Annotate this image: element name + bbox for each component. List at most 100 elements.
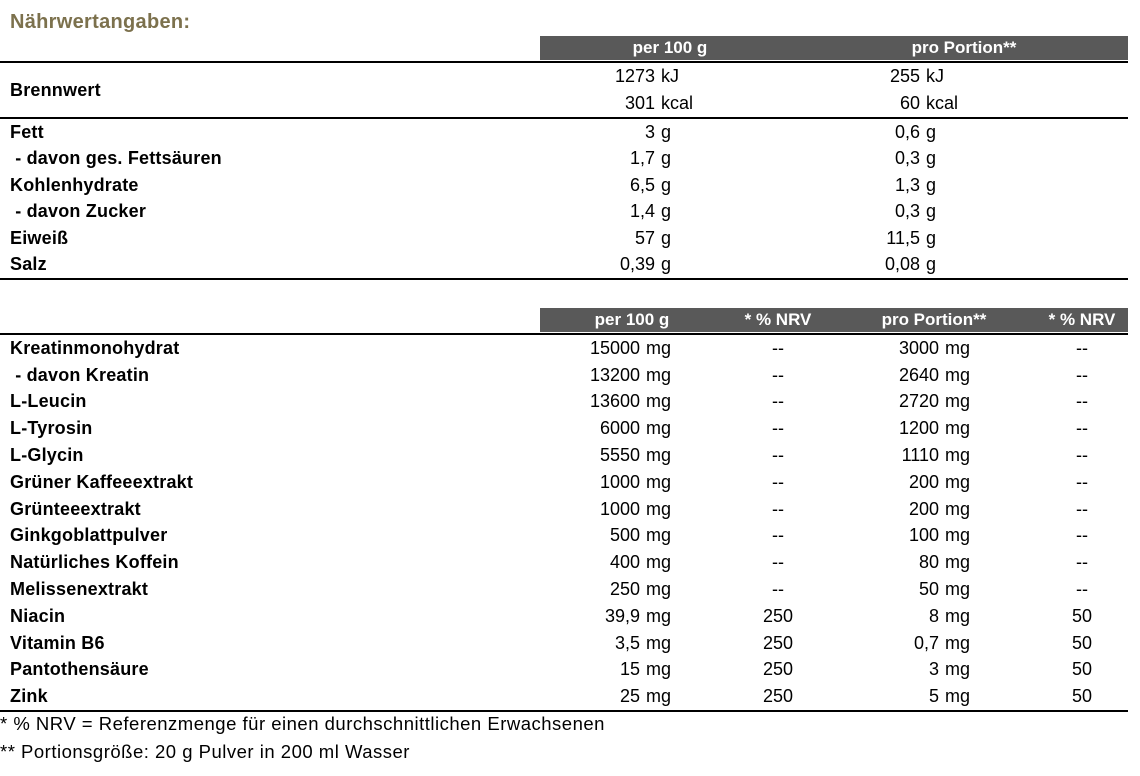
value-nrv-per-portion: -- [1076, 364, 1088, 385]
row-label: Fett [10, 121, 44, 142]
value-per-portion: 1200 mg [832, 418, 1036, 439]
value-nrv-per-100g: -- [772, 579, 784, 600]
value-unit: g [661, 254, 672, 275]
value-nrv-per-100g: -- [772, 418, 784, 439]
value-per-100g: 0,39 g [540, 254, 800, 275]
value-nrv-per-portion: -- [1076, 391, 1088, 412]
row-label: L-Tyrosin [10, 418, 93, 439]
value-nrv-per-100g: 250 [762, 686, 794, 707]
value-number: 1200 [898, 418, 939, 439]
row-label: Eiweiß [10, 227, 69, 248]
value-number: 400 [609, 552, 640, 573]
value-nrv-per-portion: 50 [1071, 686, 1093, 707]
value-per-100g: 6,5 g [540, 175, 800, 196]
value-number: 255 [889, 66, 920, 86]
value-unit: g [926, 148, 937, 169]
value-unit: mg [945, 605, 971, 626]
value-number: 0,3 [894, 201, 920, 222]
value-number: 13200 [589, 364, 640, 385]
value-number: 15000 [589, 337, 640, 358]
row-label: Grüner Kaffeeextrakt [10, 471, 194, 492]
value-number: 1,7 [629, 148, 655, 169]
table-row: Ginkgoblattpulver 500 mg -- 100 mg -- [0, 523, 1128, 550]
value-per-100g: 13200 mg [540, 365, 724, 386]
value-unit: mg [945, 364, 971, 385]
value-per-100g: 39,9 mg [540, 606, 724, 627]
value-per-portion: 255 kJ [800, 66, 1128, 87]
table-header-row: per 100 g * % NRV pro Portion** * % NRV [0, 308, 1128, 332]
row-label: - davon ges. Fettsäuren [10, 148, 222, 169]
value-unit: mg [646, 471, 672, 492]
value-unit: mg [945, 445, 971, 466]
value-number: 250 [609, 579, 640, 600]
value-per-portion: 80 mg [832, 552, 1036, 573]
value-number: 5550 [599, 445, 640, 466]
value-number: 8 [928, 605, 939, 626]
table-row: Eiweiß 57 g 11,5 g [0, 225, 1128, 252]
value-per-portion: 0,3 g [800, 201, 1128, 222]
value-nrv-per-100g: 250 [762, 605, 794, 626]
value-unit: mg [945, 686, 971, 707]
row-label: Vitamin B6 [10, 632, 105, 653]
value-per-100g: 25 mg [540, 686, 724, 707]
value-number: 1000 [599, 498, 640, 519]
value-per-100g: 13600 mg [540, 391, 724, 412]
value-per-portion: 100 mg [832, 525, 1036, 546]
value-per-100g: 15 mg [540, 659, 724, 680]
value-number: 39,9 [604, 605, 640, 626]
divider-line [0, 61, 1128, 63]
value-number: 100 [908, 525, 939, 546]
table-row: Grüner Kaffeeextrakt 1000 mg -- 200 mg -- [0, 469, 1128, 496]
value-per-100g: 1000 mg [540, 472, 724, 493]
value-unit: mg [945, 525, 971, 546]
value-nrv-per-portion: -- [1076, 498, 1088, 519]
value-number: 200 [908, 471, 939, 492]
value-unit: g [926, 174, 937, 195]
table-row: L-Leucin 13600 mg -- 2720 mg -- [0, 389, 1128, 416]
value-per-portion: 0,6 g [800, 122, 1128, 143]
value-number: 3 [928, 659, 939, 680]
value-per-100g: 3,5 mg [540, 633, 724, 654]
table-row: Kohlenhydrate 6,5 g 1,3 g [0, 172, 1128, 199]
value-unit: mg [646, 337, 672, 358]
row-label: Niacin [10, 605, 66, 626]
value-number: 6000 [599, 418, 640, 439]
value-unit: mg [646, 579, 672, 600]
column-header-per-100g: per 100 g [540, 36, 800, 60]
value-number: 0,08 [884, 254, 920, 275]
value-unit: mg [945, 659, 971, 680]
value-number: 3 [644, 121, 655, 142]
value-number: 15 [619, 659, 640, 680]
value-number: 3,5 [614, 632, 640, 653]
value-unit: mg [646, 605, 672, 626]
value-per-100g: 500 mg [540, 525, 724, 546]
value-unit: mg [945, 498, 971, 519]
value-per-portion: 200 mg [832, 499, 1036, 520]
value-number: 13600 [589, 391, 640, 412]
value-per-portion: 3 mg [832, 659, 1036, 680]
value-number: 57 [634, 227, 655, 248]
value-unit: g [926, 254, 937, 275]
value-unit: mg [646, 364, 672, 385]
row-label: Zink [10, 686, 48, 707]
row-label: L-Leucin [10, 391, 87, 412]
macro-nutrients-table: per 100 g pro Portion** Brennwert 1273 kJ… [0, 36, 1128, 280]
value-number: 0,6 [894, 121, 920, 142]
row-label: Pantothensäure [10, 659, 149, 680]
row-label: Kohlenhydrate [10, 174, 139, 195]
table-row: Salz 0,39 g 0,08 g [0, 252, 1128, 279]
value-number: 301 [624, 93, 655, 113]
value-nrv-per-100g: -- [772, 471, 784, 492]
row-label: Melissenextrakt [10, 579, 149, 600]
value-nrv-per-100g: -- [772, 498, 784, 519]
value-number: 6,5 [629, 174, 655, 195]
value-unit: mg [945, 391, 971, 412]
value-nrv-per-100g: -- [772, 445, 784, 466]
value-per-portion: 0,7 mg [832, 633, 1036, 654]
value-unit: g [926, 227, 937, 248]
value-per-portion: 3000 mg [832, 338, 1036, 359]
value-nrv-per-portion: -- [1076, 418, 1088, 439]
column-header-per-100g: per 100 g [540, 308, 724, 332]
value-number: 3000 [898, 337, 939, 358]
table-row-energy: Brennwert 1273 kJ 255 kJ 301 kcal 60 kcal [0, 63, 1128, 117]
